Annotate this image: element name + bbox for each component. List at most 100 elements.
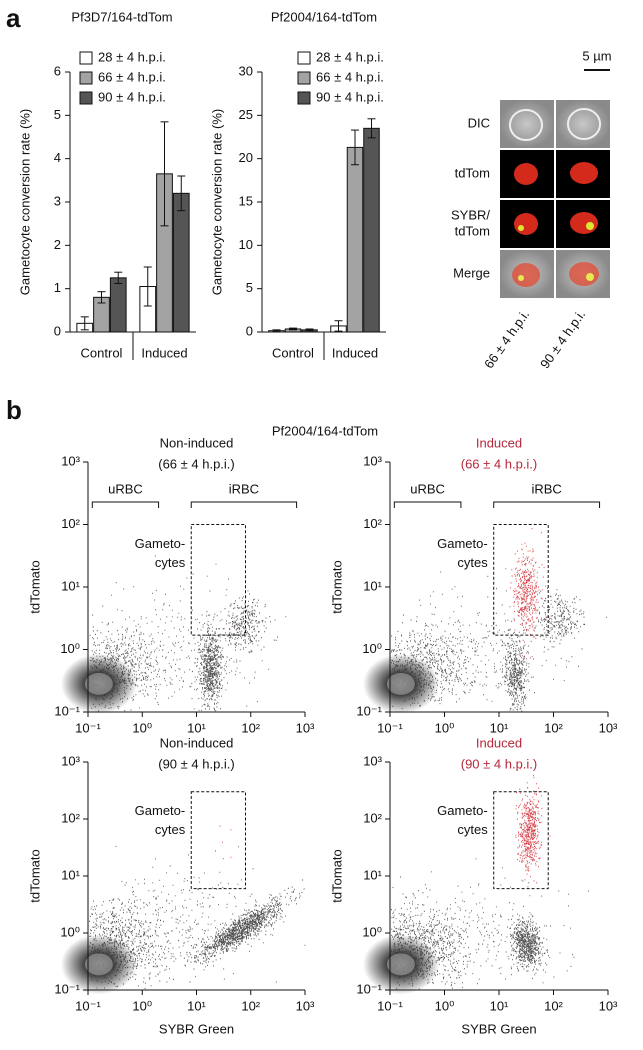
y-axis-label: Gametocyte conversion rate (%): [17, 109, 32, 295]
plot-title: (90 ± 4 h.p.i.): [158, 756, 235, 771]
x-tick-label: 10⁰: [132, 720, 152, 735]
y-tick-label: 10²: [363, 516, 382, 531]
x-tick-label: 10¹: [490, 998, 509, 1013]
error-bar: [114, 271, 123, 284]
error-bar: [289, 327, 297, 331]
y-tick-label: 15: [239, 193, 253, 208]
y-tick-label: 6: [54, 63, 61, 78]
plot-title: Induced: [476, 435, 522, 450]
legend-label: 66 ± 4 h.p.i.: [98, 69, 166, 84]
legend-label: 90 ± 4 h.p.i.: [98, 89, 166, 104]
bracket-label: uRBC: [410, 481, 445, 496]
y-tick-label: 3: [54, 193, 61, 208]
error-bar: [367, 118, 376, 139]
y-tick-label: 10⁰: [60, 924, 80, 939]
plot-title: Induced: [476, 735, 522, 750]
x-tick-label: 10³: [296, 720, 315, 735]
gate-label: Gameto-: [437, 803, 488, 818]
x-tick-label: 10³: [599, 720, 618, 735]
nucleus: [586, 273, 594, 281]
y-tick-label: 10⁰: [362, 641, 382, 656]
bracket: [493, 501, 601, 508]
cell-signal: [569, 262, 599, 286]
error-bar: [305, 328, 314, 332]
bracket: [393, 501, 462, 508]
y-axis-label: tdTomato: [27, 560, 42, 613]
panel-label: b: [6, 395, 22, 425]
column-label: 90 ± 4 h.p.i.: [537, 307, 588, 371]
y-tick-label: 10²: [61, 516, 80, 531]
density-core: [84, 672, 113, 695]
y-tick-label: 10⁻¹: [356, 981, 382, 996]
panel-label: a: [6, 3, 21, 33]
row-label: Merge: [453, 265, 490, 280]
legend-swatch: [297, 51, 311, 65]
y-tick-label: 10¹: [363, 578, 382, 593]
y-tick-label: 10⁰: [362, 924, 382, 939]
y-tick-label: 10¹: [61, 578, 80, 593]
column-label: 66 ± 4 h.p.i.: [481, 307, 532, 371]
density-core: [386, 672, 415, 695]
cell-outline: [567, 108, 601, 140]
bracket-label: iRBC: [229, 481, 259, 496]
legend-swatch: [79, 91, 93, 105]
bracket: [190, 501, 298, 508]
event-dots: [505, 528, 548, 660]
y-tick-label: 10³: [363, 453, 382, 468]
error-bar: [80, 316, 89, 331]
y-axis-label: tdTomato: [329, 560, 344, 613]
x-tick-label: 10²: [241, 720, 260, 735]
y-tick-label: 4: [54, 150, 61, 165]
event-dots: [391, 858, 590, 990]
y-tick-label: 0: [54, 323, 61, 338]
density-core: [386, 953, 415, 976]
legend-swatch: [297, 91, 311, 105]
gate-label: cytes: [457, 555, 488, 570]
nucleus: [518, 275, 524, 281]
plot-title: (90 ± 4 h.p.i.): [461, 756, 538, 771]
bar: [363, 127, 380, 333]
legend-swatch: [79, 71, 93, 85]
error-bar: [97, 291, 106, 304]
plot-title: (66 ± 4 h.p.i.): [158, 456, 235, 471]
y-tick-label: 30: [239, 63, 253, 78]
y-tick-label: 10⁻¹: [356, 703, 382, 718]
gate-label: Gameto-: [437, 536, 488, 551]
cell-signal: [570, 162, 598, 184]
event-dots: [204, 563, 236, 642]
x-tick-label: Control: [81, 345, 123, 360]
gate: [493, 791, 549, 890]
y-tick-label: 5: [54, 107, 61, 122]
row-label: tdTom: [455, 223, 490, 238]
legend-swatch: [79, 51, 93, 65]
x-tick-label: 10⁰: [132, 998, 152, 1013]
event-dots: [90, 555, 287, 711]
event-dots: [504, 914, 552, 974]
x-tick-label: 10³: [296, 998, 315, 1013]
x-tick-label: 10¹: [187, 998, 206, 1013]
event-dots: [534, 587, 585, 667]
x-axis-label: SYBR Green: [159, 1021, 234, 1036]
legend-label: 28 ± 4 h.p.i.: [98, 49, 166, 64]
y-tick-label: 20: [239, 150, 253, 165]
scale-bar-label: 5 µm: [582, 48, 611, 63]
y-tick-label: 10³: [61, 753, 80, 768]
cell-signal: [570, 212, 598, 234]
y-tick-label: 25: [239, 107, 253, 122]
row-label: tdTom: [455, 165, 490, 180]
y-axis-label: tdTomato: [329, 849, 344, 902]
y-axis-label: tdTomato: [27, 849, 42, 902]
error-bar: [334, 320, 343, 332]
x-tick-label: 10⁻¹: [75, 720, 101, 735]
x-axis-label: SYBR Green: [461, 1021, 536, 1036]
event-dots: [90, 845, 306, 989]
y-tick-label: 10¹: [61, 867, 80, 882]
x-tick-label: 10⁰: [435, 720, 455, 735]
legend-label: 90 ± 4 h.p.i.: [316, 89, 384, 104]
x-tick-label: 10³: [599, 998, 618, 1013]
gate: [190, 524, 246, 636]
event-dots: [172, 879, 305, 980]
legend-label: 66 ± 4 h.p.i.: [316, 69, 384, 84]
y-tick-label: 10²: [61, 810, 80, 825]
